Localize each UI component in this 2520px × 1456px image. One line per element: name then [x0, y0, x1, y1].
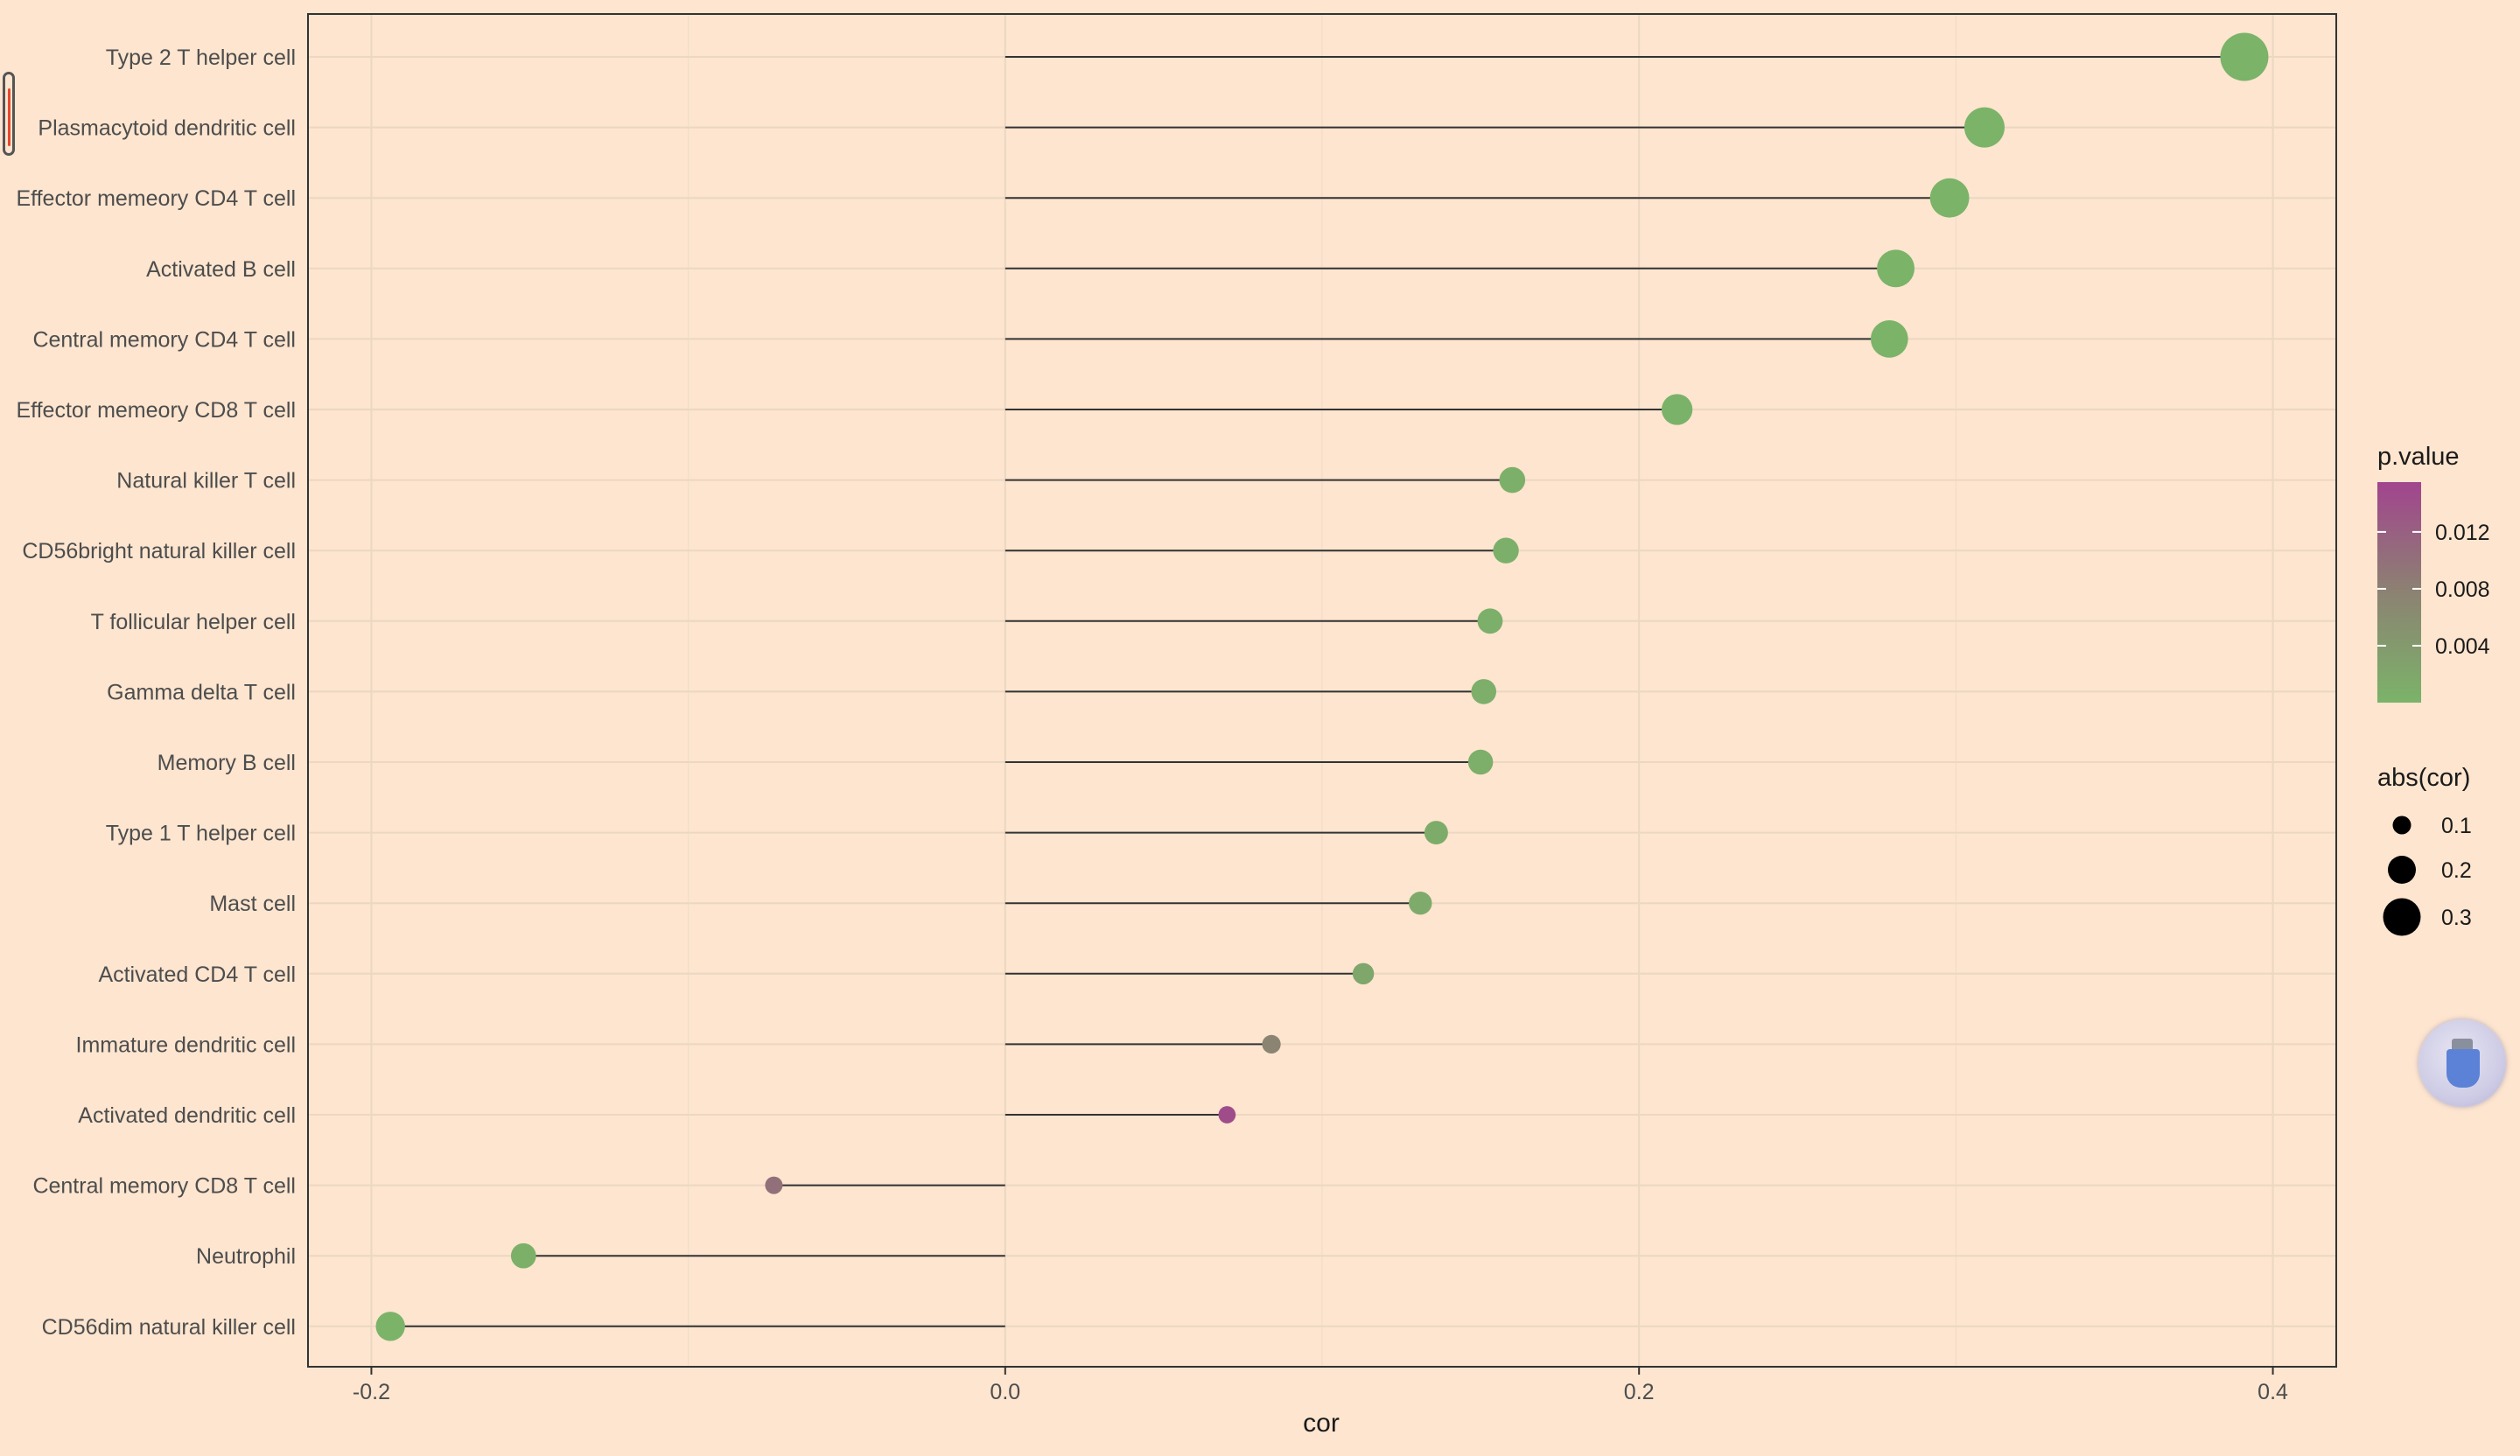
size-legend-label: 0.1 — [2441, 814, 2472, 838]
category-label: T follicular helper cell — [91, 610, 296, 634]
points — [375, 32, 2269, 1341]
color-legend-label: 0.004 — [2435, 634, 2490, 659]
category-label: Neutrophil — [196, 1244, 296, 1269]
lollipop-point — [1964, 107, 2005, 148]
color-legend-label: 0.008 — [2435, 578, 2490, 602]
lollipop-point — [1424, 821, 1448, 845]
size-legend-title: abs(cor) — [2377, 764, 2470, 792]
lollipop-point — [1409, 891, 1432, 915]
usb-drive-widget[interactable] — [2418, 1019, 2506, 1107]
lollipop-point — [1477, 608, 1503, 634]
category-label: Plasmacytoid dendritic cell — [38, 116, 296, 141]
category-label: Activated B cell — [146, 257, 296, 282]
x-tick-label: 0.0 — [990, 1380, 1020, 1404]
category-label: Natural killer T cell — [116, 469, 296, 494]
lollipop-point — [1877, 249, 1915, 288]
category-label: Memory B cell — [158, 751, 296, 775]
category-label: CD56dim natural killer cell — [42, 1315, 296, 1340]
category-label: Mast cell — [209, 892, 296, 916]
category-label: Central memory CD4 T cell — [32, 327, 296, 352]
lollipop-point — [1352, 962, 1375, 985]
scroll-indicator-thumb — [8, 88, 10, 146]
category-label: Effector memeory CD4 T cell — [16, 186, 296, 211]
size-legend-dot — [2392, 816, 2412, 835]
lollipop-point — [1467, 749, 1494, 775]
category-label: Immature dendritic cell — [76, 1032, 296, 1057]
x-tick-label: 0.2 — [1624, 1380, 1655, 1404]
color-legend-title: p.value — [2377, 443, 2460, 471]
usb-drive-icon — [2446, 1049, 2480, 1088]
color-legend-bar — [2377, 482, 2421, 703]
lollipop-point — [1218, 1106, 1236, 1124]
x-axis-title: cor — [1303, 1409, 1340, 1438]
usb-drive-icon-cap — [2452, 1039, 2473, 1051]
color-legend-label: 0.012 — [2435, 521, 2490, 545]
size-legend-dot — [2388, 856, 2416, 884]
size-legend: abs(cor) 0.1 0.2 0.3 — [2377, 764, 2472, 936]
category-label: Gamma delta T cell — [107, 680, 296, 704]
category-label: Activated CD4 T cell — [98, 962, 296, 987]
lollipop-point — [1499, 466, 1526, 494]
x-tick-label: -0.2 — [353, 1380, 390, 1404]
lollipop-point — [510, 1242, 536, 1269]
category-label: Activated dendritic cell — [78, 1103, 296, 1128]
category-labels: Type 2 T helper cell Plasmacytoid dendrit… — [16, 46, 296, 1340]
lollipop-point — [1493, 537, 1519, 564]
lollipop-point — [765, 1176, 783, 1194]
lollipop-point — [1661, 394, 1693, 425]
lollipop-point — [2220, 32, 2269, 81]
lollipop-point — [1929, 178, 1970, 218]
size-legend-label: 0.2 — [2441, 858, 2472, 883]
x-tick-label: 0.4 — [2258, 1380, 2288, 1404]
lollipop-point — [1471, 679, 1497, 704]
color-legend-ticks: 0.004 0.008 0.012 — [2377, 521, 2490, 659]
size-legend-dot — [2383, 898, 2421, 936]
lollipop-point — [1262, 1034, 1281, 1054]
category-label: Type 2 T helper cell — [106, 46, 296, 70]
x-axis-ticks: -0.2 0.0 0.2 0.4 — [353, 1367, 2288, 1404]
category-label: Effector memeory CD8 T cell — [16, 398, 296, 423]
lollipop-point — [375, 1312, 405, 1341]
scroll-indicator[interactable] — [3, 72, 15, 156]
size-legend-label: 0.3 — [2441, 906, 2472, 930]
category-label: Type 1 T helper cell — [106, 822, 296, 846]
category-label: Central memory CD8 T cell — [32, 1174, 296, 1199]
stems — [390, 56, 2244, 1327]
lollipop-point — [1870, 320, 1908, 358]
size-legend-items: 0.1 0.2 0.3 — [2383, 814, 2472, 936]
category-label: CD56bright natural killer cell — [22, 539, 296, 564]
color-legend: p.value 0.004 0.008 0.012 — [2377, 443, 2490, 703]
